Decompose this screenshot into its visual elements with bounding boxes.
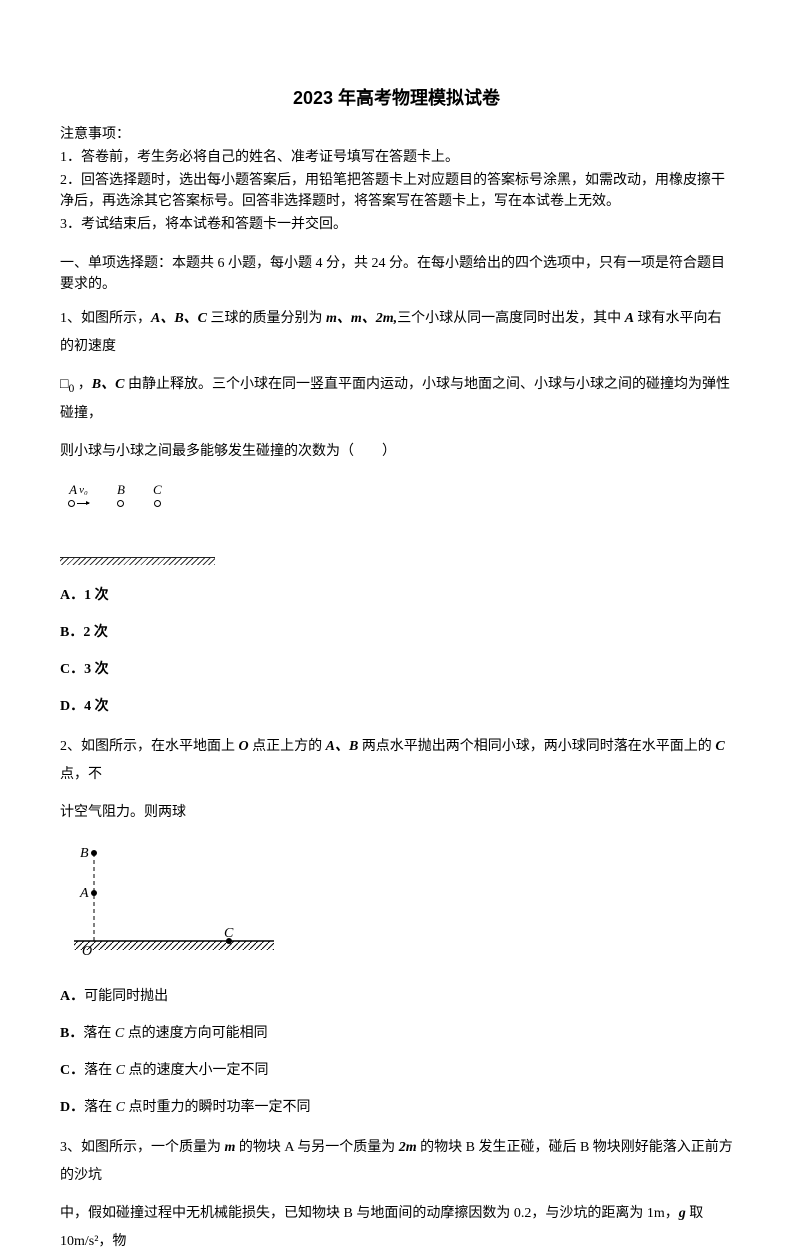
text-bold: A、B — [326, 739, 359, 754]
q1-line1: 1、如图所示，A、B、C 三球的质量分别为 m、m、2m,三个小球从同一高度同时… — [60, 305, 733, 361]
text-italic: C — [115, 1026, 124, 1041]
q2-option-b: B．落在 C 点的速度方向可能相同 — [60, 1023, 733, 1044]
opt-text: 3 次 — [84, 662, 109, 677]
label-b: B — [80, 846, 89, 861]
instruction-item: 2．回答选择题时，选出每小题答案后，用铅笔把答题卡上对应题目的答案标号涂黑，如需… — [60, 170, 733, 212]
q2-line2: 计空气阻力。则两球 — [60, 799, 733, 827]
ground-hatch-icon — [74, 941, 274, 950]
instructions-heading: 注意事项： — [60, 124, 733, 145]
opt-letter: C． — [60, 1063, 84, 1078]
label-c: C — [224, 926, 234, 941]
text-italic: g — [679, 1206, 686, 1221]
text-italic: 2m — [399, 1140, 417, 1155]
text-italic: C — [715, 739, 724, 754]
q1-diagram: A v₀ B C — [60, 480, 240, 565]
q1-option-b: B．2 次 — [60, 622, 733, 643]
text-bold: A — [625, 311, 634, 326]
section-heading: 一、单项选择题：本题共 6 小题，每小题 4 分，共 24 分。在每小题给出的四… — [60, 253, 733, 295]
v0-label: v₀ — [79, 482, 88, 499]
instruction-item: 1．答卷前，考生务必将自己的姓名、准考证号填写在答题卡上。 — [60, 147, 733, 168]
arrow-right-icon — [77, 503, 89, 504]
text: 点正上方的 — [249, 739, 326, 754]
q2-option-a: A．可能同时抛出 — [60, 986, 733, 1007]
q1-line2: □0 ，B、C 由静止释放。三个小球在同一竖直平面内运动，小球与地面之间、小球与… — [60, 371, 733, 428]
q1-ball-a: A v₀ — [68, 480, 89, 507]
text: 三个小球从同一高度同时出发，其中 — [397, 311, 625, 326]
opt-text: 落在 — [83, 1026, 115, 1041]
opt-text: 可能同时抛出 — [84, 989, 168, 1004]
ball-b-label: B — [117, 480, 125, 500]
text: 1、如图所示， — [60, 311, 151, 326]
text-bold: B、C — [92, 377, 125, 392]
text-italic: C — [116, 1100, 125, 1115]
ball-circle-icon — [117, 500, 124, 507]
q2-option-c: C．落在 C 点的速度大小一定不同 — [60, 1060, 733, 1081]
text-bold: A、B、C — [151, 311, 207, 326]
text-italic: m — [225, 1140, 236, 1155]
opt-letter: B． — [60, 625, 83, 640]
q2-svg: B A O C — [64, 841, 274, 961]
q3-line1: 3、如图所示，一个质量为 m 的物块 A 与另一个质量为 2m 的物块 B 发生… — [60, 1134, 733, 1190]
ground-hatch-icon — [60, 557, 215, 565]
exam-title: 2023 年高考物理模拟试卷 — [60, 85, 733, 112]
q1-option-d: D．4 次 — [60, 696, 733, 717]
text: 中，假如碰撞过程中无机械能损失，已知物块 B 与地面间的动摩擦因数为 0.2，与… — [60, 1206, 679, 1221]
opt-text: 点的速度大小一定不同 — [125, 1063, 269, 1078]
text: 3、如图所示，一个质量为 — [60, 1140, 225, 1155]
opt-text: 2 次 — [83, 625, 108, 640]
text: 的物块 A 与另一个质量为 — [235, 1140, 398, 1155]
opt-text: 点的速度方向可能相同 — [124, 1026, 268, 1041]
opt-letter: A． — [60, 989, 84, 1004]
text: 2、如图所示，在水平地面上 — [60, 739, 239, 754]
q3-line2: 中，假如碰撞过程中无机械能损失，已知物块 B 与地面间的动摩擦因数为 0.2，与… — [60, 1200, 733, 1256]
q1-line3: 则小球与小球之间最多能够发生碰撞的次数为（ ） — [60, 438, 733, 466]
opt-text: 4 次 — [84, 699, 109, 714]
text-italic: O — [239, 739, 249, 754]
q2-diagram: B A O C — [64, 841, 733, 968]
opt-text: 点时重力的瞬时功率一定不同 — [125, 1100, 311, 1115]
q2-options: A．可能同时抛出 B．落在 C 点的速度方向可能相同 C．落在 C 点的速度大小… — [60, 986, 733, 1118]
ball-circle-icon — [154, 500, 161, 507]
text-bold: m、m、2m, — [326, 311, 397, 326]
opt-letter: A． — [60, 588, 84, 603]
q1-ball-c: C — [153, 480, 162, 507]
text: ， — [74, 377, 92, 392]
q1-option-c: C．3 次 — [60, 659, 733, 680]
text: 点，不 — [60, 767, 102, 782]
point-b-icon — [91, 850, 97, 856]
text-italic: C — [116, 1063, 125, 1078]
q1-option-a: A．1 次 — [60, 585, 733, 606]
opt-text: 落在 — [84, 1100, 116, 1115]
ball-a-label: A — [69, 480, 77, 500]
opt-text: 落在 — [84, 1063, 116, 1078]
text: 由静止释放。三个小球在同一竖直平面内运动，小球与地面之间、小球与小球之间的碰撞均… — [60, 377, 730, 421]
q2-line1: 2、如图所示，在水平地面上 O 点正上方的 A、B 两点水平抛出两个相同小球，两… — [60, 733, 733, 789]
opt-letter: C． — [60, 662, 84, 677]
instructions-block: 注意事项： 1．答卷前，考生务必将自己的姓名、准考证号填写在答题卡上。 2．回答… — [60, 124, 733, 235]
q1-balls-row: A v₀ B C — [68, 480, 240, 507]
instruction-item: 3．考试结束后，将本试卷和答题卡一并交回。 — [60, 214, 733, 235]
q2-option-d: D．落在 C 点时重力的瞬时功率一定不同 — [60, 1097, 733, 1118]
opt-letter: D． — [60, 1100, 84, 1115]
opt-letter: D． — [60, 699, 84, 714]
opt-letter: B． — [60, 1026, 83, 1041]
q1-ball-b: B — [117, 480, 125, 507]
label-o: O — [82, 944, 92, 959]
opt-text: 1 次 — [84, 588, 109, 603]
label-a: A — [79, 886, 89, 901]
ball-circle-icon — [68, 500, 75, 507]
text: 两点水平抛出两个相同小球，两小球同时落在水平面上的 — [358, 739, 715, 754]
text: 三球的质量分别为 — [207, 311, 326, 326]
point-a-icon — [91, 890, 97, 896]
q1-options: A．1 次 B．2 次 C．3 次 D．4 次 — [60, 585, 733, 717]
ball-c-label: C — [153, 480, 162, 500]
